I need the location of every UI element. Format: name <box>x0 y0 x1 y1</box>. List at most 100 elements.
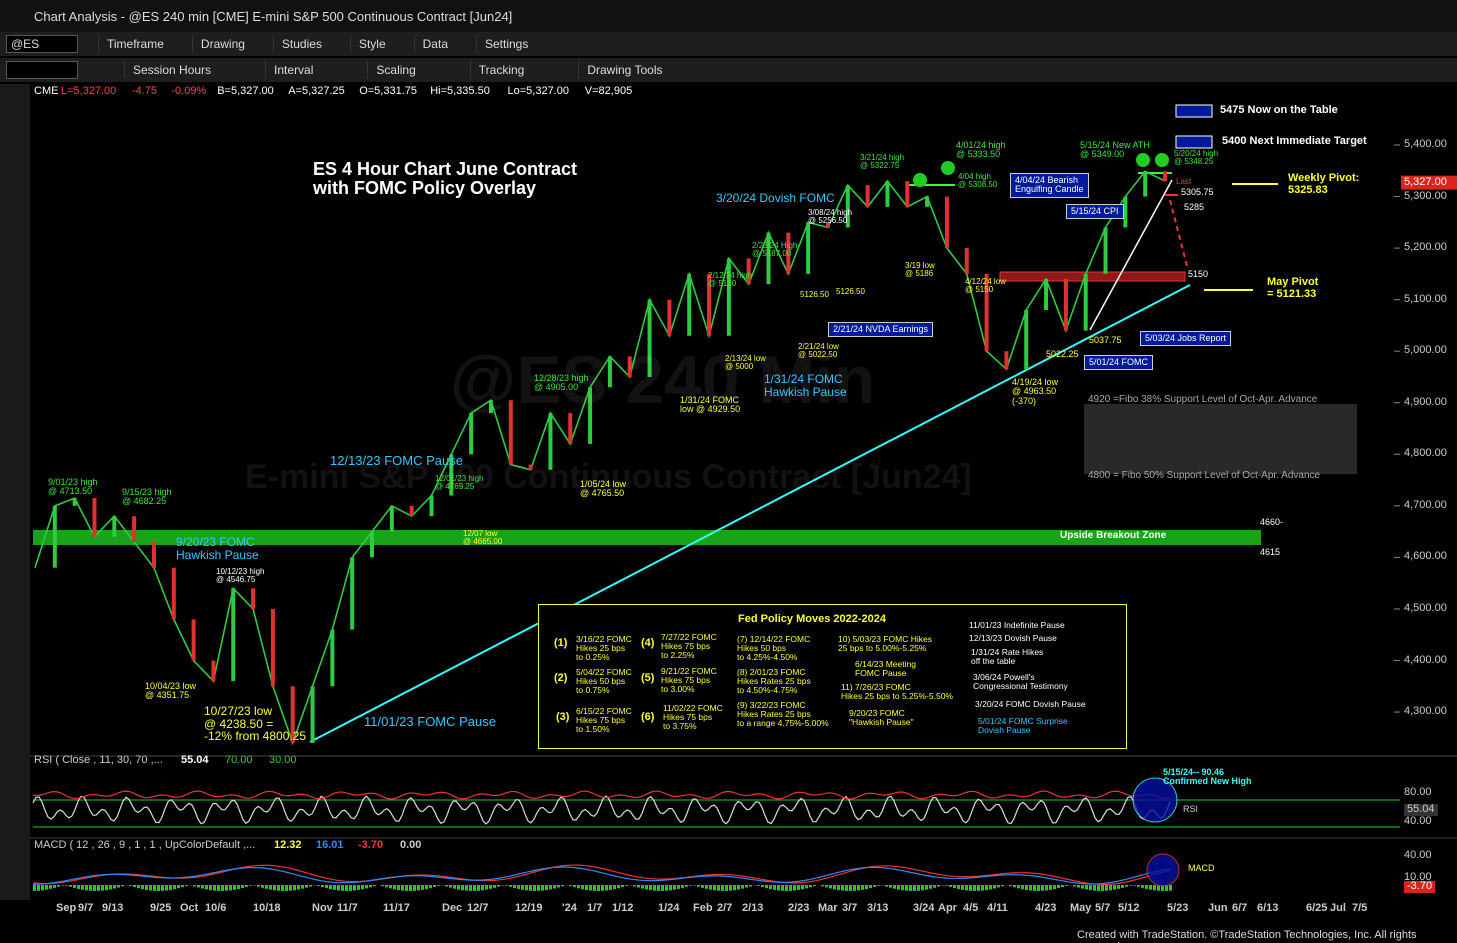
toolbar: Session Hours Interval Scaling Tracking Draw… <box>0 58 1457 82</box>
candle <box>488 400 493 414</box>
histogram-bar <box>257 885 260 887</box>
macd-axis-label: -3.70 <box>1404 880 1436 893</box>
fed-box-item: (3) <box>556 711 570 723</box>
date-tick-label: 2/7 <box>717 902 733 914</box>
histogram-bar <box>153 885 156 891</box>
toolbar-button[interactable]: Session Hours <box>124 61 219 79</box>
annotation: 12/07 low @ 4665.00 <box>463 529 503 547</box>
histogram-bar <box>649 885 652 891</box>
histogram-bar <box>317 885 320 886</box>
date-tick-label: 12/7 <box>467 902 489 914</box>
histogram-bar <box>373 885 376 887</box>
status-field: B=5,327.00 <box>217 85 274 97</box>
date-tick-label: Dec <box>442 902 463 914</box>
candle <box>806 222 811 274</box>
breakout-zone <box>33 530 1261 545</box>
toolbar-button[interactable]: Interval <box>265 61 321 79</box>
annotation: May Pivot = 5121.33 <box>1267 276 1319 300</box>
histogram-bar <box>681 885 684 888</box>
date-tick-label: 4/5 <box>963 902 979 914</box>
histogram-bar <box>657 885 660 891</box>
toolbar-button[interactable]: Scaling <box>367 61 423 79</box>
interval-box[interactable] <box>6 61 78 79</box>
histogram-bar <box>221 885 224 891</box>
fibo-zone <box>1084 404 1357 474</box>
candle <box>1063 279 1068 331</box>
candle <box>211 660 216 682</box>
toolbar-button[interactable]: Tracking <box>469 61 533 79</box>
toolbar-button[interactable]: Settings <box>476 35 536 53</box>
histogram-bar <box>1149 885 1152 890</box>
histogram-bar <box>921 885 924 891</box>
histogram-bar <box>673 885 676 890</box>
candle <box>1083 273 1088 331</box>
histogram-bar <box>993 885 996 889</box>
histogram-bar <box>473 885 476 891</box>
histogram-bar <box>761 885 764 888</box>
candle <box>905 181 910 207</box>
histogram-bar <box>329 885 332 890</box>
event-label: 5/03/24 Jobs Report <box>1140 331 1232 347</box>
histogram-bar <box>609 885 612 890</box>
candle <box>171 567 176 620</box>
event-label: 2/21/24 NVDA Earnings <box>828 322 934 338</box>
toolbar-button[interactable]: Data <box>413 35 456 53</box>
histogram-bar <box>1153 885 1156 891</box>
histogram-bar <box>765 885 768 889</box>
histogram-bar <box>1105 885 1108 891</box>
symbol-box[interactable]: @ES <box>6 35 78 53</box>
indicator-line <box>32 866 1171 885</box>
toolbar-button[interactable]: Drawing <box>191 35 253 53</box>
candle <box>1004 351 1009 370</box>
candle <box>1143 171 1148 197</box>
histogram-bar <box>781 885 784 891</box>
toolbar-button[interactable]: Style <box>349 35 394 53</box>
histogram-bar <box>669 885 672 891</box>
date-tick-label: 7/5 <box>1352 902 1368 914</box>
candle <box>1103 227 1108 274</box>
candle <box>647 299 652 377</box>
histogram-bar <box>733 885 736 891</box>
histogram-bar <box>117 885 120 888</box>
date-tick-label: 4/11 <box>987 902 1008 914</box>
histogram-bar <box>213 885 216 891</box>
histogram-bar <box>485 885 488 890</box>
chart-title: ES 4 Hour Chart June Contract with FOMC … <box>313 159 578 198</box>
histogram-bar <box>945 885 948 886</box>
annotation: Upside Breakout Zone <box>1060 530 1167 541</box>
status-field: Hi=5,335.50 <box>430 85 490 97</box>
fed-policy-box <box>538 604 1127 749</box>
macd-label: MACD <box>1188 863 1215 873</box>
annotation: 3/08/24 high @ 5256.50 <box>808 208 853 226</box>
event-label: 5/01/24 FOMC <box>1084 355 1154 371</box>
toolbar-button[interactable]: Studies <box>272 35 330 53</box>
candle <box>330 629 335 687</box>
histogram-bar <box>621 885 624 888</box>
annotation: 12/01/23 high @ 4769.25 <box>435 474 484 492</box>
histogram-bar <box>385 885 388 888</box>
histogram-bar <box>689 885 692 886</box>
toolbar-button[interactable]: Drawing Tools <box>578 61 670 79</box>
histogram-bar <box>241 885 244 888</box>
candle <box>409 505 414 517</box>
histogram-bar <box>573 885 576 888</box>
trend-line <box>1089 179 1173 331</box>
histogram-bar <box>589 885 592 891</box>
date-tick-label: 3/13 <box>867 902 889 914</box>
histogram-bar <box>345 885 348 891</box>
fed-box-item: 3/20/24 FOMC Dovish Pause <box>975 699 1086 709</box>
status-field: -4.75 <box>131 85 157 97</box>
candle <box>231 588 236 682</box>
annotation: 9/15/23 high @ 4682.25 <box>122 487 172 507</box>
histogram-bar <box>289 885 292 891</box>
annotation: 5150 <box>1188 269 1209 279</box>
macd-header: 12.32 <box>274 839 302 851</box>
toolbar-button[interactable]: Timeframe <box>98 35 172 53</box>
histogram-bar <box>217 885 220 891</box>
status-field: L=5,327.00 <box>60 85 117 97</box>
histogram-bar <box>597 885 600 891</box>
histogram-bar <box>493 885 496 888</box>
histogram-bar <box>825 885 828 888</box>
histogram-bar <box>1109 885 1112 891</box>
histogram-bar <box>905 885 908 891</box>
